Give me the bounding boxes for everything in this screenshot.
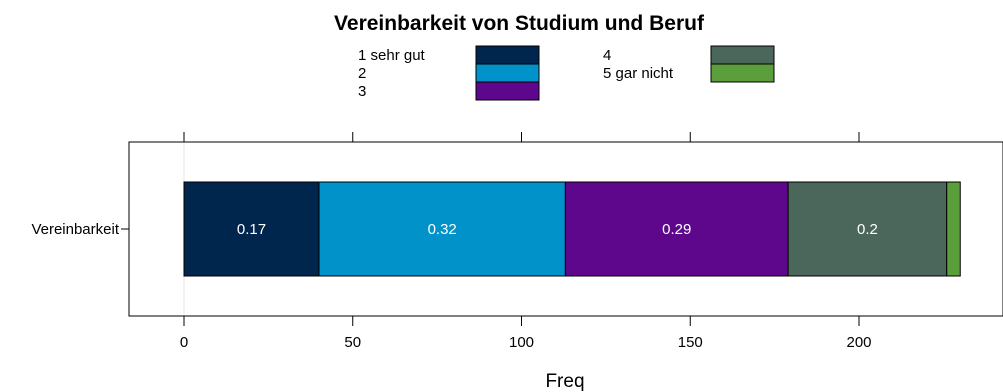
- x-tick-label: 50: [344, 334, 361, 351]
- x-tick-label: 150: [678, 334, 703, 351]
- bar-data-label: 0.2: [857, 221, 878, 238]
- legend-swatch: [475, 81, 540, 101]
- bar-segment: [183, 181, 320, 277]
- legend-label: 1 sehr gut: [358, 47, 426, 64]
- chart-title: Vereinbarkeit von Studium und Beruf: [334, 12, 705, 35]
- x-axis-label: Freq: [545, 371, 584, 392]
- legend-label: 5 gar nicht: [603, 65, 674, 82]
- top-axis-ticks: [183, 132, 860, 142]
- bar-data-label: 0.29: [662, 221, 691, 238]
- stacked-bars: 0.17 0.32 0.29 0.2: [183, 143, 961, 315]
- legend-label: 3: [358, 83, 366, 100]
- legend-swatch: [475, 63, 540, 83]
- legend-label: 2: [358, 65, 366, 82]
- bar-data-label: 0.17: [237, 221, 266, 238]
- bar-segment: [946, 181, 961, 277]
- category-axis: Vereinbarkeit: [31, 221, 129, 238]
- x-tick-label: 200: [846, 334, 871, 351]
- x-tick-label: 100: [509, 334, 534, 351]
- legend-label: 4: [603, 47, 611, 64]
- legend-swatch: [475, 45, 540, 65]
- bar-segment: [787, 181, 948, 277]
- legend-swatch: [710, 63, 775, 83]
- category-label: Vereinbarkeit: [31, 221, 119, 238]
- bar-segment: [318, 181, 566, 277]
- bar-data-label: 0.32: [428, 221, 457, 238]
- bar-segment: [564, 181, 789, 277]
- x-axis: 0 50 100 150 200: [180, 316, 872, 351]
- x-tick-label: 0: [180, 334, 188, 351]
- legend-swatch: [710, 45, 775, 65]
